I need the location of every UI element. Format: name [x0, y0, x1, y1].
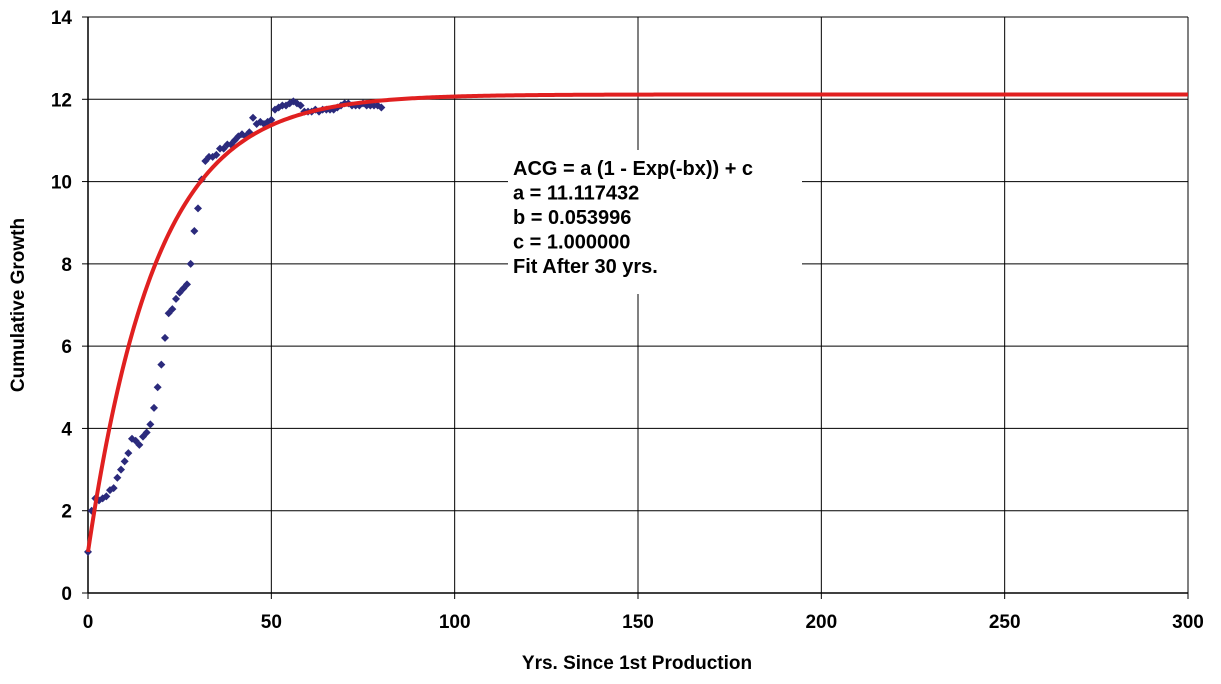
data-point	[168, 305, 177, 314]
x-axis-ticks: 0 50 100 150 200 250 300	[83, 593, 1204, 633]
y-tick-label: 2	[61, 502, 72, 523]
grid	[87, 16, 1189, 594]
y-axis-label: Cumulative Growth	[8, 218, 29, 392]
data-point	[117, 465, 125, 474]
fit-curve	[86, 92, 1188, 553]
equation-box	[508, 150, 802, 294]
data-point	[109, 484, 118, 493]
equation-annotation: ACG = a (1 - Exp(-bx)) + c a = 11.117432b…	[508, 150, 802, 294]
y-tick-label: 6	[61, 337, 72, 358]
data-point	[153, 383, 162, 392]
data-point	[377, 103, 386, 112]
data-point	[267, 115, 276, 124]
y-tick-label: 4	[61, 419, 72, 440]
y-tick-label: 12	[51, 90, 72, 111]
x-tick-label: 200	[805, 612, 837, 633]
equation-line: Fit After 30 yrs.	[513, 256, 658, 278]
x-tick-label: 150	[622, 612, 654, 633]
equation-line: ACG = a (1 - Exp(-bx)) + c	[513, 158, 753, 180]
x-tick-label: 300	[1172, 612, 1204, 633]
x-tick-label: 50	[261, 612, 282, 633]
data-point	[186, 259, 195, 268]
equation-line: c = 1.000000	[513, 232, 630, 254]
data-point	[212, 150, 221, 159]
data-point	[296, 101, 305, 110]
y-axis-ticks: 0 2 4 6 8 10 12 14	[51, 8, 88, 605]
data-point	[161, 333, 169, 342]
data-point	[113, 473, 122, 482]
equation-line: b = 0.053996	[513, 207, 631, 229]
data-point	[120, 457, 129, 466]
data-point	[102, 492, 111, 501]
data-point	[146, 420, 155, 429]
data-point	[150, 403, 158, 412]
data-point	[135, 440, 144, 449]
y-tick-label: 8	[61, 255, 72, 276]
y-tick-label: 0	[61, 584, 72, 605]
y-tick-label: 10	[51, 173, 72, 194]
x-tick-label: 0	[83, 612, 94, 633]
data-point	[190, 226, 199, 235]
data-point	[142, 428, 151, 437]
fit-line	[86, 92, 1188, 553]
x-axis-label: Yrs. Since 1st Production	[522, 653, 752, 674]
data-point	[183, 280, 191, 289]
x-tick-label: 100	[439, 612, 471, 633]
x-tick-label: 250	[989, 612, 1021, 633]
data-point	[157, 360, 166, 369]
data-points	[84, 97, 386, 556]
equation-line: a = 11.117432	[513, 183, 639, 205]
data-point	[194, 204, 202, 213]
data-point	[124, 449, 133, 458]
data-point	[172, 294, 180, 303]
y-tick-label: 14	[51, 8, 73, 29]
data-point	[249, 113, 257, 122]
